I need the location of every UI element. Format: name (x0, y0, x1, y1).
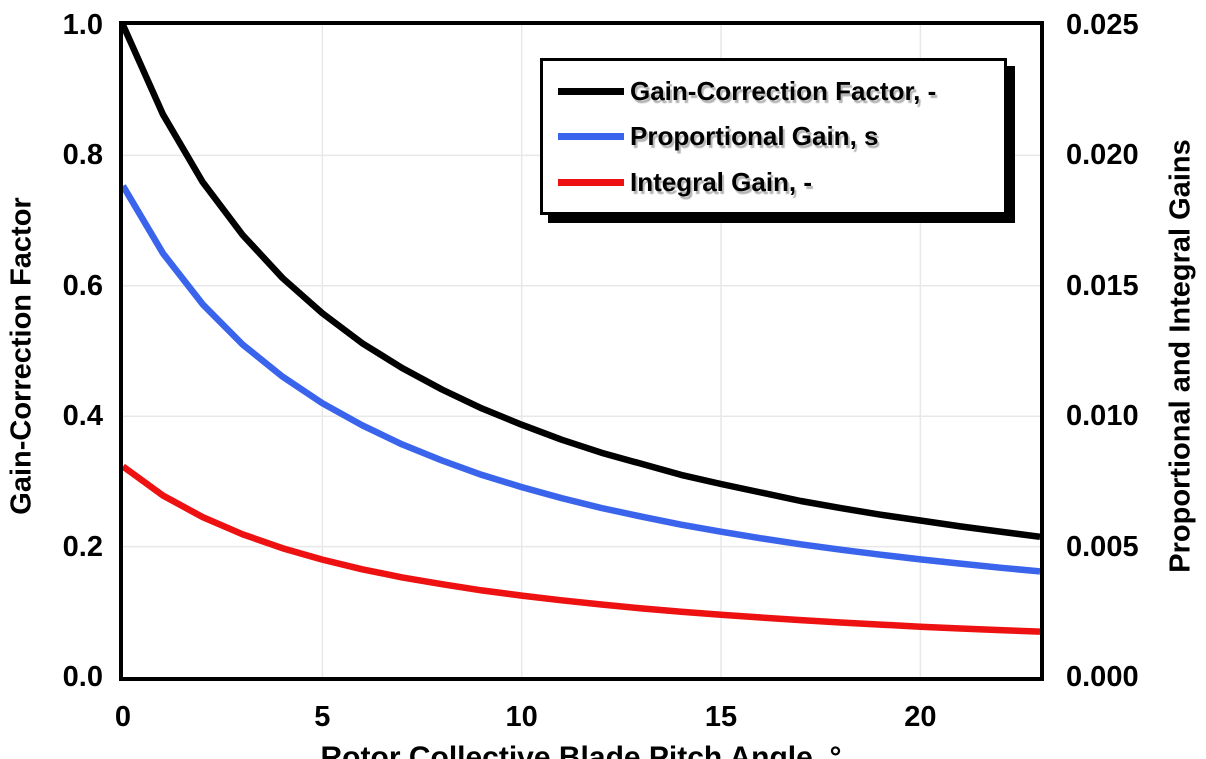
right-axis-title: Proportional and Integral Gains (1164, 139, 1197, 573)
tick-label: 0.6 (62, 269, 103, 302)
tick-label: 0.020 (1066, 139, 1139, 172)
tick-label: 20 (904, 701, 937, 733)
gain-correction-line-swatch (558, 87, 624, 95)
tick-label: 0 (114, 701, 132, 733)
legend-label: Integral Gain, - (630, 166, 813, 197)
x-axis-title: Rotor Collective Blade Pitch Angle, ° (320, 741, 842, 759)
legend-label: Proportional Gain, s (630, 121, 879, 151)
tick-label: 0.025 (1066, 9, 1139, 41)
integral-gain-line-swatch (558, 178, 624, 186)
tick-label: 15 (704, 701, 738, 733)
legend: Gain-Correction Factor, - Proportional G… (540, 58, 1007, 215)
series-line-0 (123, 25, 1040, 541)
legend-item-gain-correction: Gain-Correction Factor, - (558, 76, 1004, 107)
series-line-1 (123, 184, 1040, 575)
tick-label: 0.8 (62, 139, 103, 172)
legend-label: Gain-Correction Factor, - (630, 75, 937, 106)
proportional-gain-line-swatch (558, 133, 624, 140)
tick-label: 0.2 (62, 530, 103, 563)
tick-label: 5 (314, 701, 331, 733)
left-axis-title: Gain-Correction Factor (5, 197, 38, 515)
tick-label: 1.0 (62, 9, 103, 41)
legend-item-integral-gain: Integral Gain, - (558, 167, 1004, 198)
tick-label: 0.4 (62, 400, 103, 433)
series-line-2 (123, 463, 1040, 635)
plot-canvas (123, 25, 1040, 677)
tick-label: 0.015 (1066, 269, 1139, 302)
tick-label: 10 (505, 701, 538, 733)
legend-item-proportional-gain: Proportional Gain, s (558, 121, 1004, 152)
tick-label: 0.010 (1066, 400, 1139, 433)
tick-label: 0.005 (1066, 530, 1139, 563)
tick-label: 0.0 (62, 661, 103, 693)
tick-label: 0.000 (1066, 661, 1139, 693)
